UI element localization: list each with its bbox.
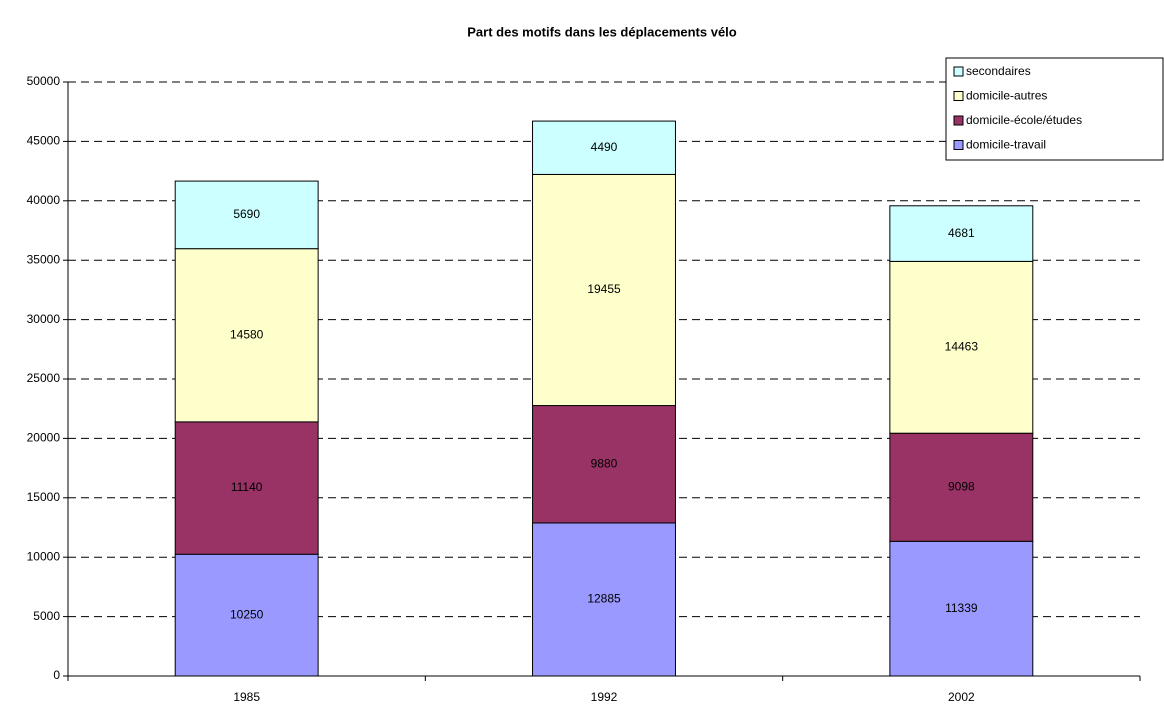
y-tick-label: 50000 bbox=[27, 74, 61, 88]
bar-segment bbox=[889, 205, 1034, 262]
data-label: 11339 bbox=[945, 601, 978, 615]
data-label: 19455 bbox=[587, 282, 621, 296]
data-label: 5690 bbox=[233, 207, 260, 221]
x-tick-label: 1992 bbox=[591, 690, 618, 704]
chart-title: Part des motifs dans les déplacements vé… bbox=[467, 24, 737, 39]
bar-segment bbox=[532, 120, 676, 175]
bar-segment bbox=[889, 260, 1034, 434]
data-label: 4681 bbox=[948, 226, 975, 240]
y-tick-label: 45000 bbox=[27, 134, 61, 148]
bar-segment bbox=[174, 180, 319, 250]
bar-segment bbox=[174, 248, 319, 423]
y-tick-label: 20000 bbox=[27, 431, 61, 445]
y-tick-label: 5000 bbox=[33, 609, 60, 623]
bar-segment bbox=[532, 522, 676, 677]
data-label: 9098 bbox=[948, 479, 975, 493]
y-tick-label: 35000 bbox=[27, 252, 61, 266]
y-tick-label: 25000 bbox=[27, 371, 61, 385]
bar-segment bbox=[889, 540, 1034, 677]
data-label: 9880 bbox=[591, 456, 618, 470]
data-label: 10250 bbox=[230, 607, 264, 621]
data-label: 11140 bbox=[231, 480, 263, 494]
bar-segment bbox=[532, 405, 676, 524]
x-tick-label: 1985 bbox=[233, 690, 260, 704]
legend-swatch bbox=[953, 115, 964, 126]
data-label: 12885 bbox=[587, 592, 621, 606]
data-label: 14463 bbox=[945, 339, 979, 353]
y-tick-label: 40000 bbox=[27, 193, 61, 207]
y-tick-label: 0 bbox=[53, 668, 60, 682]
legend-box bbox=[945, 57, 1164, 161]
y-tick-label: 15000 bbox=[27, 490, 61, 504]
legend-label: domicile-école/études bbox=[966, 113, 1082, 127]
legend-swatch bbox=[953, 91, 964, 101]
bar-segment bbox=[174, 553, 319, 677]
bar-segment bbox=[174, 421, 319, 555]
bar-segment bbox=[889, 432, 1034, 542]
data-label: 4490 bbox=[591, 140, 618, 154]
legend-label: domicile-travail bbox=[966, 138, 1046, 152]
legend-label: domicile-autres bbox=[966, 89, 1047, 103]
legend-swatch bbox=[953, 140, 964, 150]
x-tick-label: 2002 bbox=[948, 690, 975, 704]
legend-label: secondaires bbox=[966, 64, 1031, 78]
y-tick-label: 10000 bbox=[27, 549, 61, 563]
legend-swatch bbox=[953, 66, 964, 77]
y-tick-label: 30000 bbox=[27, 312, 61, 326]
bar-segment bbox=[532, 173, 676, 407]
data-label: 14580 bbox=[230, 327, 264, 341]
